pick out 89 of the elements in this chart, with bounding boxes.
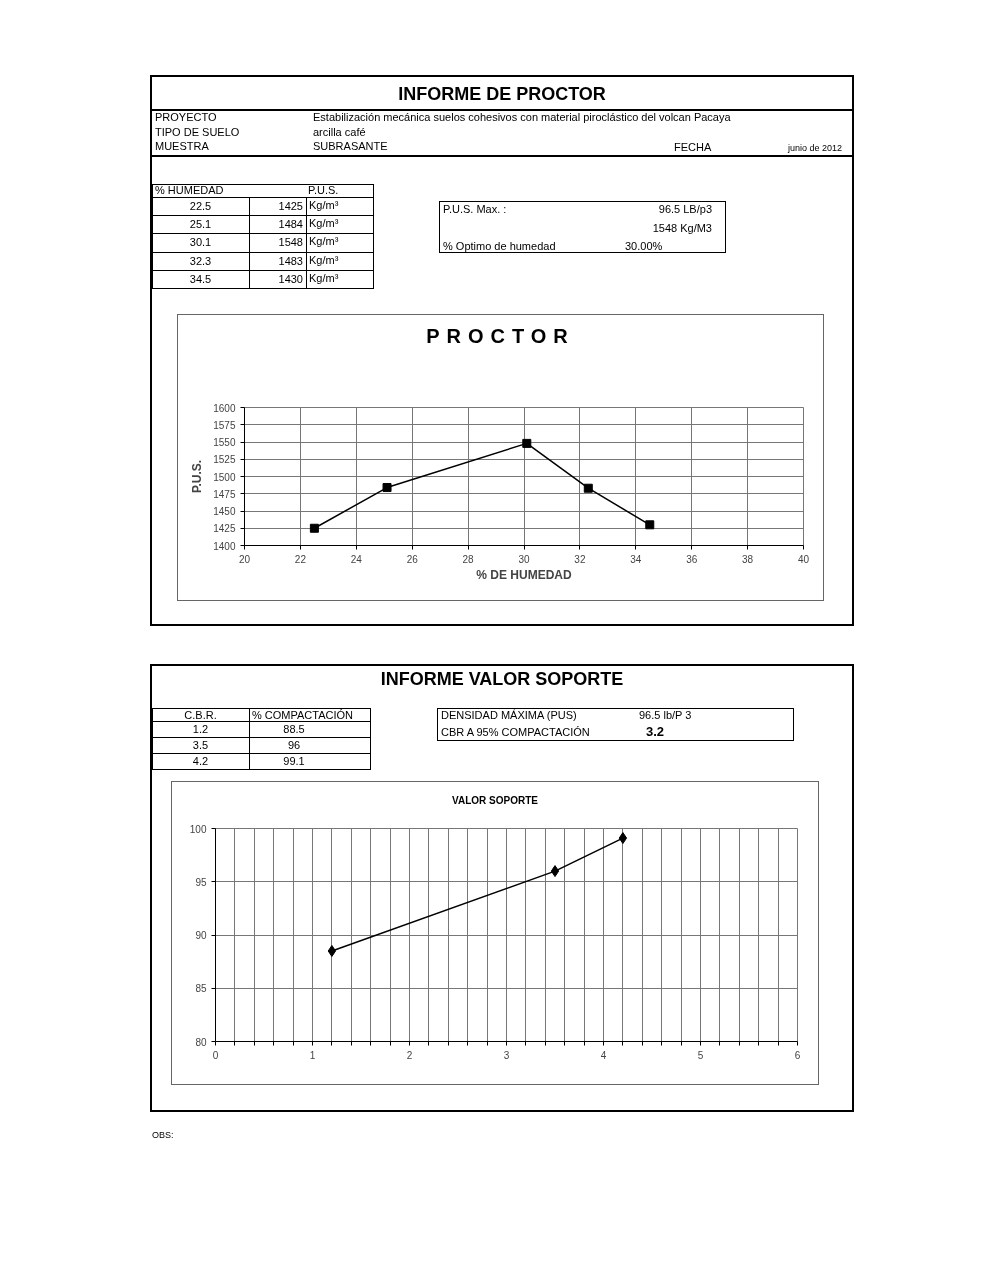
text: P.U.S. Max. : — [443, 203, 507, 216]
text: 1483 — [277, 254, 303, 268]
text: Estabilización mecánica suelos cohesivos con material piroclástico del volcan Pacaya — [313, 111, 731, 124]
y-tick-label: 85 — [195, 983, 207, 995]
y-tick-label: 80 — [195, 1036, 207, 1048]
x-tick-label: 2 — [406, 1049, 413, 1061]
text: C.B.R. — [183, 709, 218, 722]
text: 34.5 — [188, 272, 213, 286]
y-tick-label: 1425 — [213, 523, 236, 535]
text: 1548 — [277, 236, 303, 250]
text: 1430 — [277, 272, 303, 286]
x-tick-label: 30 — [518, 553, 530, 565]
text: 30.00% — [625, 240, 663, 253]
text: 88.5 — [282, 723, 306, 736]
point — [309, 523, 319, 533]
y-tick-label: 90 — [195, 930, 207, 941]
text: 32.3 — [188, 254, 213, 268]
x-tick-label: 6 — [794, 1049, 801, 1061]
x-axis-title: % DE HUMEDAD — [476, 567, 572, 582]
point — [522, 438, 532, 448]
text: % COMPACTACIÓN — [252, 709, 354, 722]
y-tick-label: 1600 — [213, 402, 236, 414]
y-tick-label: 1500 — [213, 471, 236, 483]
x-tick-label: 0 — [212, 1049, 219, 1061]
y-tick-label: 1475 — [213, 488, 236, 500]
text: 1548 Kg/M3 — [651, 222, 712, 235]
y-tick-label: 1550 — [213, 437, 236, 448]
text: MUESTRA — [155, 140, 209, 153]
x-tick-label: 22 — [294, 553, 307, 565]
text: Kg/m³ — [309, 235, 339, 249]
text: 25.1 — [188, 218, 213, 232]
text: 4.2 — [191, 755, 210, 768]
text: 1425 — [277, 200, 303, 213]
point — [618, 832, 628, 845]
text: 96.5 LB/p3 — [657, 203, 712, 216]
text: % Optimo de humedad — [443, 240, 556, 253]
point — [382, 483, 392, 493]
y-tick-label: 1525 — [213, 454, 236, 466]
x-tick-label: 3 — [503, 1049, 510, 1061]
y-tick-label: 1575 — [213, 419, 236, 431]
y-tick-label: 100 — [189, 823, 207, 835]
x-tick-label: 40 — [797, 553, 810, 565]
text: % HUMEDAD — [155, 184, 224, 197]
text: 22.5 — [188, 200, 213, 213]
text: 1484 — [277, 218, 303, 232]
y-tick-label: 95 — [195, 876, 207, 888]
y-axis-title: P.U.S. — [190, 459, 205, 494]
chart-subtitle: VALOR SOPORTE — [451, 795, 539, 807]
chart-title: INFORME DE PROCTOR — [397, 84, 607, 104]
y-tick-label: 1450 — [213, 506, 236, 517]
chart-subtitle: PROCTOR — [425, 325, 576, 347]
text: arcilla café — [313, 126, 366, 139]
text: Kg/m³ — [309, 271, 339, 285]
x-tick-label: 32 — [574, 553, 586, 565]
x-tick-label: 20 — [238, 553, 251, 565]
x-tick-label: 34 — [630, 553, 642, 565]
text: junio de 2012 — [788, 143, 843, 154]
x-tick-label: 36 — [686, 553, 698, 565]
text: 96.5 lb/P 3 — [639, 709, 692, 722]
x-tick-label: 28 — [462, 553, 475, 565]
text: 3.2 — [646, 724, 665, 739]
point — [550, 865, 560, 878]
text: 1.2 — [191, 723, 210, 736]
text: P.U.S. — [308, 184, 339, 197]
text: Kg/m³ — [309, 199, 339, 212]
text: 96 — [286, 739, 302, 752]
point — [327, 944, 337, 957]
text: FECHA — [674, 141, 712, 154]
point — [645, 520, 655, 530]
text: Kg/m³ — [309, 253, 339, 267]
text: DENSIDAD MÁXIMA (PUS) — [441, 709, 577, 722]
text: OBS: — [152, 1130, 174, 1141]
x-tick-label: 1 — [309, 1049, 316, 1061]
y-tick-label: 1400 — [213, 540, 236, 552]
text: 30.1 — [188, 236, 213, 250]
x-tick-label: 24 — [350, 553, 363, 565]
text: 99.1 — [282, 755, 306, 768]
text: TIPO DE SUELO — [155, 126, 240, 139]
text: PROYECTO — [155, 111, 217, 124]
text: SUBRASANTE — [313, 140, 388, 153]
text: Kg/m³ — [309, 217, 339, 231]
x-tick-label: 26 — [406, 553, 419, 565]
x-tick-label: 4 — [600, 1049, 607, 1061]
text: CBR A 95% COMPACTACIÓN — [441, 726, 590, 739]
text: 3.5 — [191, 739, 210, 752]
point — [583, 483, 593, 493]
x-tick-label: 5 — [697, 1049, 704, 1061]
x-tick-label: 38 — [742, 553, 754, 565]
chart-title: INFORME VALOR SOPORTE — [379, 669, 625, 689]
